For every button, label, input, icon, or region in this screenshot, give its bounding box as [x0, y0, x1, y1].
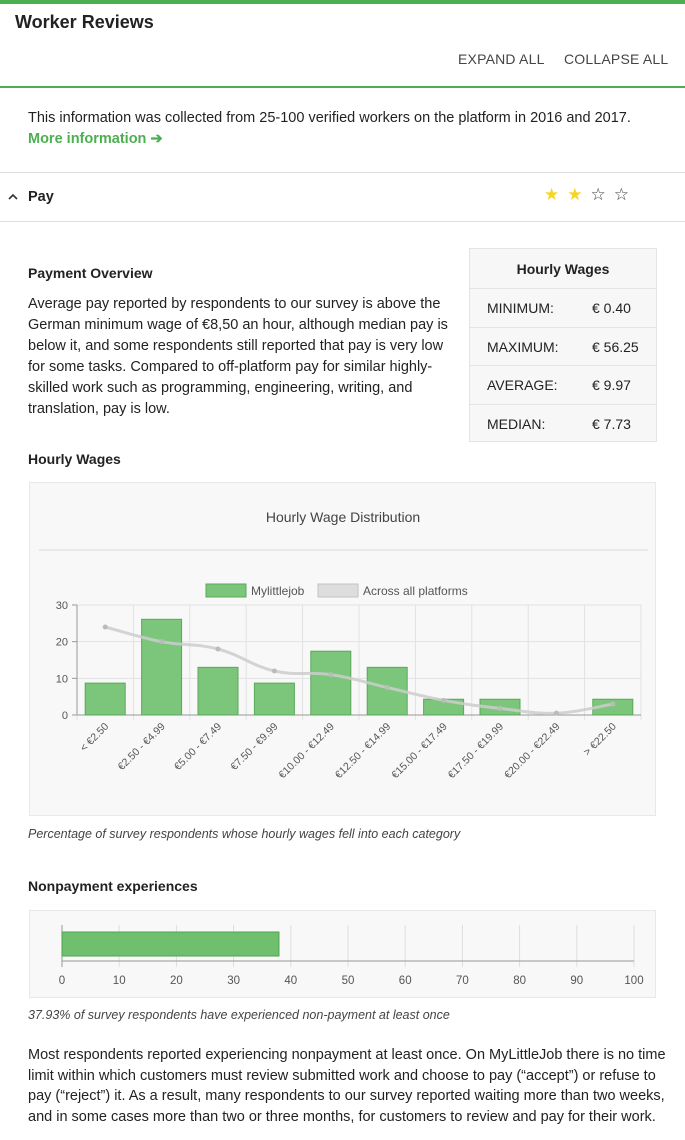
line-across-all-platforms [104, 625, 614, 715]
table-cell-value: € 7.73 [592, 415, 631, 432]
section-divider-bottom [0, 221, 685, 222]
section-title-pay[interactable]: Pay [28, 189, 54, 205]
x-tick-label: €2.50 - €4.99 [115, 721, 167, 773]
x-tick-label: 70 [456, 975, 469, 987]
payment-overview-title: Payment Overview [28, 265, 153, 281]
x-tick-label: 50 [342, 975, 355, 987]
x-tick-label: €20.00 - €22.49 [502, 721, 563, 782]
collapse-all-button[interactable]: COLLAPSE ALL [564, 51, 669, 67]
header-divider [0, 86, 685, 88]
x-tick-label: €7.50 - €9.99 [228, 721, 280, 773]
x-tick-label: €12.50 - €14.99 [333, 721, 394, 782]
line-point[interactable] [441, 697, 447, 703]
line-point[interactable] [384, 685, 390, 690]
line-point[interactable] [497, 705, 503, 711]
x-tick-label: 100 [624, 975, 643, 987]
top-accent-bar [0, 0, 685, 4]
bar-mylittlejob[interactable] [84, 682, 126, 716]
chart-title: Hourly Wage Distribution [266, 509, 420, 525]
nonpayment-text: Most respondents reported experiencing n… [28, 1047, 666, 1125]
star-filled-icon: ★ [544, 185, 568, 204]
star-empty-icon: ☆ [590, 185, 614, 204]
table-cell-value: € 56.25 [592, 338, 639, 355]
expand-all-button[interactable]: EXPAND ALL [458, 51, 545, 67]
line-point[interactable] [553, 710, 559, 716]
bar-mylittlejob[interactable] [253, 682, 295, 716]
hourly-wages-table: Hourly Wages MINIMUM: € 0.40 MAXIMUM: € … [469, 248, 657, 442]
x-tick-label: 60 [399, 975, 412, 987]
legend-swatch-mylittlejob[interactable] [205, 583, 247, 598]
hourly-wage-chart-container: Hourly Wage Distribution Mylittlejob Acro… [29, 482, 656, 816]
table-cell-label: AVERAGE: [487, 377, 558, 393]
x-tick-label: €17.50 - €19.99 [446, 721, 507, 782]
nonpayment-title: Nonpayment experiences [28, 878, 198, 894]
y-tick-label: 20 [56, 637, 68, 649]
table-cell-label: MINIMUM: [487, 300, 554, 316]
x-tick-label: 20 [170, 975, 183, 987]
line-point[interactable] [610, 701, 616, 707]
bar-nonpayment[interactable] [61, 931, 280, 957]
hourly-wage-chart: Hourly Wage Distribution Mylittlejob Acro… [39, 509, 648, 782]
x-tick-label: €5.00 - €7.49 [172, 721, 224, 773]
hourly-wages-section-title: Hourly Wages [28, 451, 121, 467]
rating-stars: ★★☆☆ [544, 185, 637, 205]
star-empty-icon: ☆ [613, 185, 637, 204]
table-row: MINIMUM: € 0.40 [470, 289, 656, 328]
line-point[interactable] [215, 646, 221, 652]
star-filled-icon: ★ [567, 185, 591, 204]
x-tick-label: €10.00 - €12.49 [276, 721, 337, 782]
table-row: MAXIMUM: € 56.25 [470, 328, 656, 366]
x-tick-label: 80 [513, 975, 526, 987]
x-tick-label: €15.00 - €17.49 [389, 721, 450, 782]
y-tick-label: 10 [56, 673, 68, 685]
table-row: AVERAGE: € 9.97 [470, 366, 656, 405]
table-row: MEDIAN: € 7.73 [470, 405, 656, 444]
legend-swatch-all-platforms[interactable] [317, 583, 359, 598]
payment-overview-text: Average pay reported by respondents to o… [28, 296, 448, 417]
line-point[interactable] [159, 639, 165, 645]
line-point[interactable] [102, 624, 108, 630]
nonpayment-chart: 0 10 20 30 40 50 60 70 80 90 100 [59, 925, 644, 987]
y-tick-label: 30 [56, 600, 68, 612]
section-divider-top [0, 172, 685, 173]
x-tick-label: 30 [227, 975, 240, 987]
x-tick-label: 10 [113, 975, 126, 987]
bar-mylittlejob[interactable] [197, 666, 239, 716]
table-cell-label: MAXIMUM: [487, 338, 559, 355]
y-tick-label: 0 [62, 710, 68, 722]
nonpayment-caption: 37.93% of survey respondents have experi… [28, 1008, 450, 1022]
legend-label-mylittlejob[interactable]: Mylittlejob [251, 584, 305, 598]
nonpayment-chart-container: 0 10 20 30 40 50 60 70 80 90 100 [29, 910, 656, 998]
x-tick-label: < €2.50 [78, 721, 112, 755]
hourly-wages-table-title: Hourly Wages [470, 249, 656, 289]
line-point[interactable] [271, 668, 277, 674]
page-title: Worker Reviews [15, 12, 154, 32]
more-information-link[interactable]: More information ➔ [28, 131, 163, 147]
x-tick-label: 0 [59, 975, 65, 987]
chevron-up-icon[interactable] [8, 190, 18, 204]
x-tick-label: 40 [284, 975, 297, 987]
table-cell-label: MEDIAN: [487, 415, 546, 432]
hourly-wage-caption: Percentage of survey respondents whose h… [28, 827, 461, 841]
table-cell-value: € 9.97 [592, 377, 631, 393]
x-tick-label: > €22.50 [581, 721, 619, 759]
bar-mylittlejob[interactable] [141, 618, 183, 716]
bar-mylittlejob[interactable] [310, 650, 352, 716]
legend-label-all-platforms[interactable]: Across all platforms [363, 584, 468, 598]
line-point[interactable] [328, 672, 334, 678]
intro-text: This information was collected from 25-1… [28, 110, 631, 126]
table-cell-value: € 0.40 [592, 300, 631, 316]
x-tick-label: 90 [570, 975, 583, 987]
